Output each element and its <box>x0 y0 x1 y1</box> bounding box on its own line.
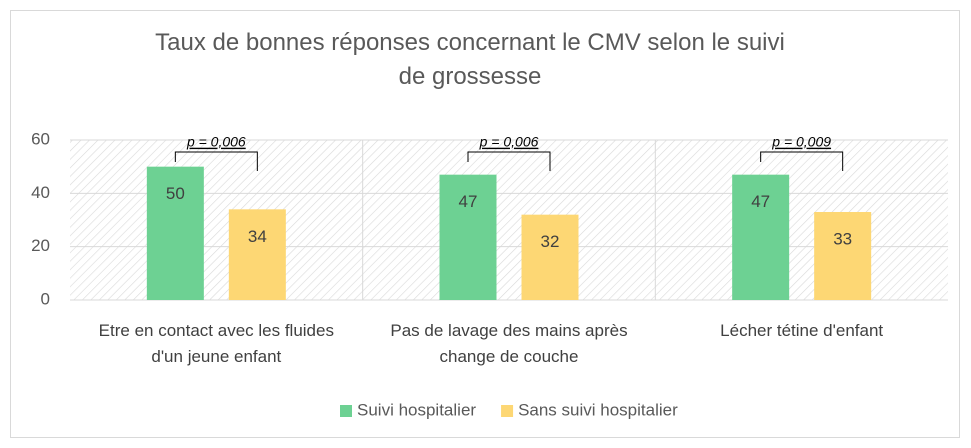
bar <box>732 174 790 300</box>
x-tick-label: Lécher tétine d'enfant <box>720 321 884 340</box>
significance-bracket <box>760 151 844 171</box>
significance-bracket <box>174 151 258 171</box>
data-label: 47 <box>459 192 478 211</box>
data-label: 33 <box>833 229 852 248</box>
x-tick-label: Pas de lavage des mains après change de … <box>390 321 628 366</box>
chart-title: Taux de bonnes réponses concernant le CM… <box>155 29 785 90</box>
annotation: p = 0,009 <box>771 134 831 150</box>
data-label: 47 <box>751 192 770 211</box>
significance-bracket <box>467 151 551 171</box>
bar <box>814 212 872 300</box>
y-tick-label: 40 <box>31 183 50 202</box>
data-label: 32 <box>541 232 560 251</box>
y-tick-label: 20 <box>31 236 50 255</box>
bar <box>146 166 204 300</box>
legend-label: Suivi hospitalier <box>357 400 476 419</box>
bar <box>228 209 286 300</box>
y-tick-label: 0 <box>41 289 50 308</box>
legend-swatch <box>340 405 352 417</box>
bar <box>521 214 579 300</box>
plot-area <box>70 140 948 300</box>
annotation: p = 0,006 <box>186 134 246 150</box>
x-tick-label: Etre en contact avec les fluides d'un je… <box>98 321 334 366</box>
y-tick-label: 60 <box>31 129 50 148</box>
legend-swatch <box>501 405 514 417</box>
data-label: 50 <box>166 184 185 203</box>
bar <box>439 174 497 300</box>
annotation: p = 0,006 <box>479 134 539 150</box>
data-label: 34 <box>248 227 267 246</box>
legend-label: Sans suivi hospitalier <box>518 400 678 419</box>
